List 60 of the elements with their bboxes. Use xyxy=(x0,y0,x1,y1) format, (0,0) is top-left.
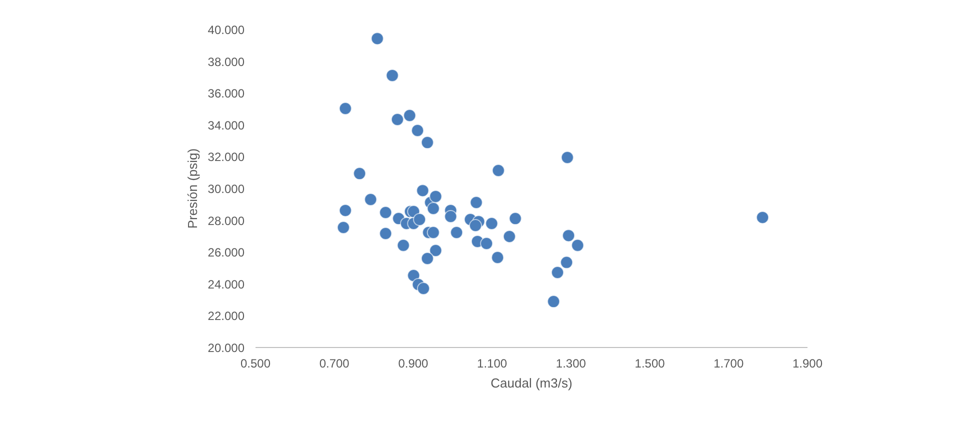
y-tick-label: 28.000 xyxy=(208,214,245,228)
x-tick-label: 1.900 xyxy=(792,356,823,370)
point xyxy=(429,244,442,257)
point xyxy=(562,229,576,242)
point xyxy=(370,32,384,46)
point xyxy=(492,164,505,178)
point xyxy=(426,202,440,216)
point xyxy=(390,113,404,126)
y-tick-label: 32.000 xyxy=(208,150,245,164)
point xyxy=(379,227,392,240)
point xyxy=(491,251,504,264)
point xyxy=(470,196,483,209)
x-tick-label: 1.700 xyxy=(714,356,744,370)
point xyxy=(364,192,378,206)
point xyxy=(485,216,498,230)
x-tick-label: 0.900 xyxy=(398,356,429,370)
x-axis-title: Caudal (m3/s) xyxy=(490,376,572,390)
y-tick-label: 22.000 xyxy=(208,309,245,324)
y-axis-title: Presión (psig) xyxy=(184,148,200,229)
x-tick-label: 1.500 xyxy=(634,356,666,370)
y-tick-label: 34.000 xyxy=(208,118,245,132)
point xyxy=(571,238,584,252)
y-tick-label: 20.000 xyxy=(208,341,245,355)
point xyxy=(560,151,574,164)
y-tick-label: 36.000 xyxy=(208,86,245,101)
point xyxy=(416,282,430,295)
y-tick-label: 30.000 xyxy=(208,182,245,196)
point xyxy=(353,167,366,180)
y-tick-label: 40.000 xyxy=(208,23,245,37)
point xyxy=(403,109,416,122)
point xyxy=(480,237,494,250)
point xyxy=(396,238,410,252)
point xyxy=(508,212,522,226)
point xyxy=(338,102,352,116)
point xyxy=(338,204,352,217)
point xyxy=(547,295,560,308)
x-tick-label: 1.300 xyxy=(556,356,586,370)
point xyxy=(416,184,430,198)
point xyxy=(429,190,442,203)
x-tick-label: 1.100 xyxy=(477,356,508,370)
point xyxy=(444,210,458,223)
y-tick-label: 24.000 xyxy=(208,277,245,292)
point xyxy=(756,210,770,224)
point xyxy=(560,256,574,269)
point xyxy=(450,226,464,240)
y-tick-label: 26.000 xyxy=(208,246,245,260)
point xyxy=(420,136,434,150)
point xyxy=(411,124,424,137)
point xyxy=(426,226,440,240)
point xyxy=(502,230,516,244)
point xyxy=(413,213,426,226)
point xyxy=(336,220,350,234)
point xyxy=(386,68,399,82)
point xyxy=(551,266,564,279)
point xyxy=(420,252,434,265)
point xyxy=(379,206,392,219)
point xyxy=(469,219,482,232)
x-tick-label: 0.500 xyxy=(240,356,271,370)
x-tick-label: 0.700 xyxy=(319,356,350,370)
y-tick-label: 38.000 xyxy=(208,54,245,69)
